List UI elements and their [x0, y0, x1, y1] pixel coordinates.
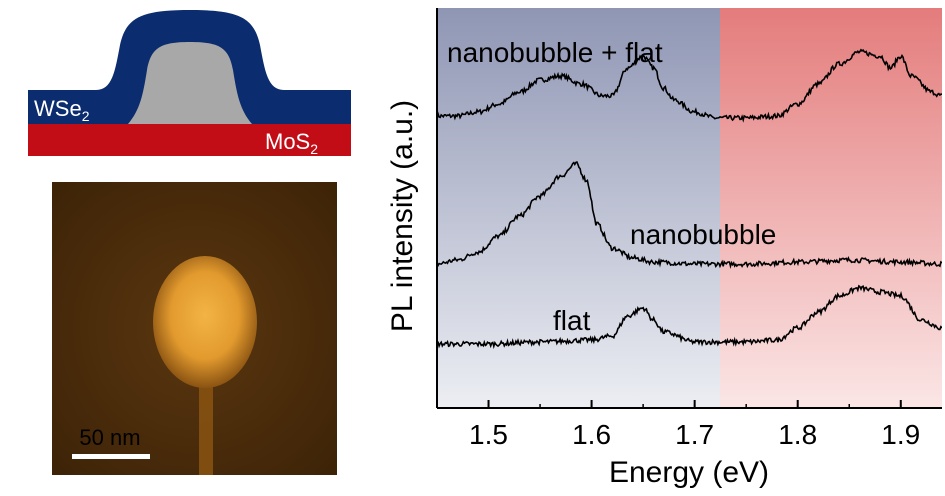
afm-tail [199, 378, 213, 475]
y-axis-label: PL intensity (a.u.) [386, 100, 419, 332]
afm-image: 50 nm [52, 182, 337, 475]
heterostructure-schematic: WSe2 MoS2 [28, 10, 351, 157]
x-axis-ticks: 1.5 1.6 1.7 1.8 1.9 [436, 400, 920, 450]
series-line-1 [437, 160, 942, 269]
x-tick-label: 1.9 [881, 419, 920, 450]
mos2-layer [28, 124, 351, 156]
x-tick-label: 1.6 [572, 419, 611, 450]
mos2-label-text: MoS [265, 129, 310, 154]
scale-bar-label: 50 nm [79, 425, 140, 450]
series-label-flat: flat [553, 305, 591, 336]
nanobubble-cross-section [128, 42, 252, 124]
wse2-label-text: WSe [34, 96, 82, 121]
x-tick-label: 1.5 [469, 419, 508, 450]
shaded-region-low-energy [437, 8, 720, 408]
afm-nanobubble [153, 256, 257, 388]
x-tick-label: 1.7 [675, 419, 714, 450]
pl-chart: 1.5 1.6 1.7 1.8 1.9 nanobubble + flat nanobu… [386, 8, 942, 489]
series-line-2 [437, 284, 942, 350]
series-label-nanobubble: nanobubble [630, 219, 776, 250]
x-axis-label: Energy (eV) [609, 456, 769, 489]
mos2-label-subscript: 2 [310, 141, 318, 157]
series-layer [437, 48, 942, 350]
x-tick-label: 1.8 [778, 419, 817, 450]
scale-bar [72, 454, 150, 459]
wse2-label: WSe2 [34, 96, 90, 124]
series-label-nanobubble-flat: nanobubble + flat [447, 37, 663, 68]
series-line-0 [437, 48, 942, 123]
wse2-label-subscript: 2 [82, 108, 90, 124]
mos2-label: MoS2 [265, 129, 318, 157]
